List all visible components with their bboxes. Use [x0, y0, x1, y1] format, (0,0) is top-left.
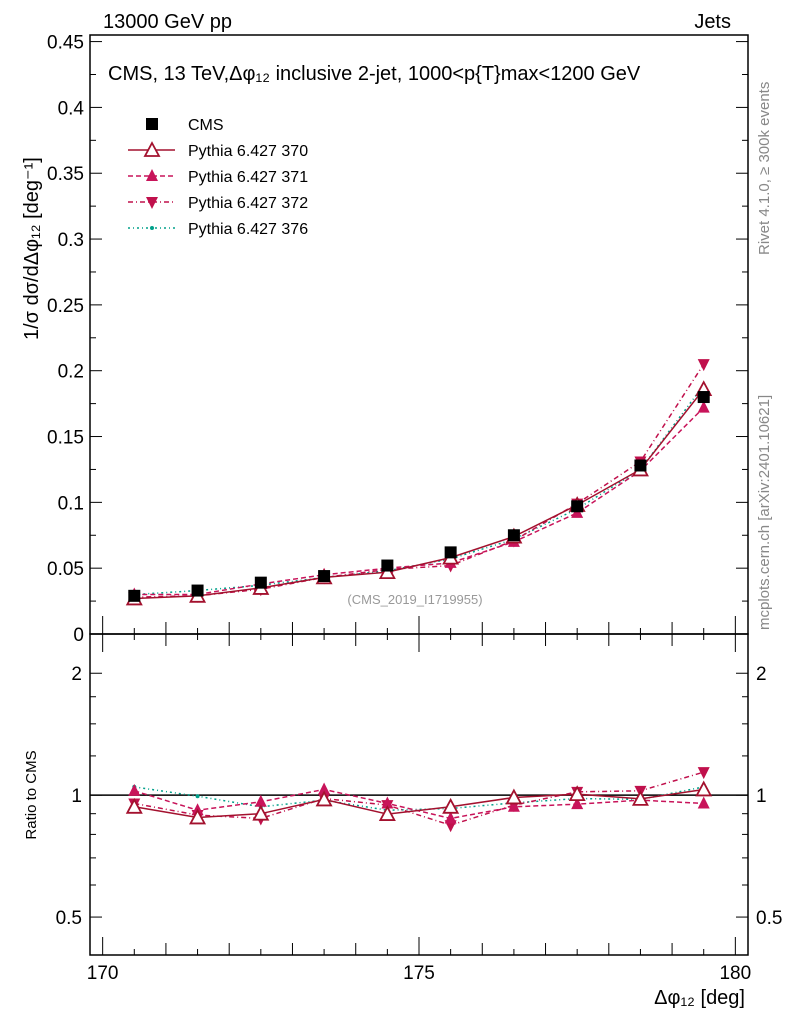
data-point-2 — [697, 400, 710, 413]
ratio-point-2 — [381, 796, 394, 809]
ratio-point-2 — [128, 783, 141, 796]
ratio-point-1 — [252, 804, 270, 821]
x-axis-label: Δφ₁₂ [deg] — [654, 987, 745, 1009]
ratio-point-1 — [568, 785, 586, 802]
ratio-point-1 — [189, 808, 207, 825]
legend-marker — [146, 169, 158, 181]
legend-marker — [150, 226, 154, 230]
ratio-point-2 — [318, 782, 331, 795]
ratio-point-2 — [571, 797, 584, 810]
legend-label: Pythia 6.427 371 — [188, 169, 308, 186]
ratio-point-1 — [125, 797, 143, 814]
ratio-point-2 — [254, 794, 267, 807]
y-tick-label: 0 — [73, 625, 84, 646]
header-left: 13000 GeV pp — [103, 11, 232, 33]
ratio-tick-label: 0.5 — [56, 908, 82, 929]
legend-marker — [143, 141, 161, 157]
y-tick-label: 0.3 — [58, 230, 84, 251]
ratio-tick-label: 1 — [71, 786, 82, 807]
data-point-0 — [571, 500, 584, 513]
legend-label: Pythia 6.427 370 — [188, 143, 308, 160]
ratio-line-2 — [134, 788, 704, 820]
ratio-point-4 — [195, 794, 200, 799]
data-point-0 — [697, 391, 710, 404]
legend-label: CMS — [188, 117, 224, 134]
y-tick-label: 0.15 — [47, 428, 84, 449]
ratio-point-1 — [695, 780, 713, 797]
ratio-axis-label: Ratio to CMS — [23, 750, 40, 839]
ratio-line-3 — [134, 771, 704, 826]
ratio-tick-label: 2 — [71, 664, 82, 685]
ratio-line-1 — [134, 788, 704, 819]
y-axis-label: 1/σ dσ/dΔφ₁₂ [deg⁻¹] — [21, 157, 43, 340]
ratio-point-2 — [507, 799, 520, 812]
ratio-point-1 — [315, 790, 333, 807]
series-line-2 — [134, 407, 705, 596]
legend-marker — [146, 197, 158, 209]
watermark: (CMS_2019_I1719955) — [347, 592, 482, 607]
series-line-4 — [134, 384, 705, 596]
ratio-point-1 — [505, 788, 523, 805]
chart-title: CMS, 13 TeV,Δφ₁₂ inclusive 2-jet, 1000<p… — [108, 63, 641, 85]
y-tick-label: 0.1 — [58, 493, 84, 514]
data-point-0 — [318, 570, 331, 583]
ratio-point-1 — [442, 797, 460, 814]
y-tick-label: 0.2 — [58, 362, 84, 383]
data-point-0 — [254, 576, 267, 589]
data-point-0 — [128, 589, 141, 602]
y-tick-label: 0.4 — [58, 98, 85, 119]
data-point-0 — [634, 459, 647, 472]
legend-label: Pythia 6.427 376 — [188, 221, 308, 238]
ratio-point-3 — [697, 767, 710, 780]
ratio-line-4 — [134, 786, 704, 811]
ratio-tick-label: 1 — [756, 786, 767, 807]
y-tick-label: 0.25 — [47, 296, 84, 317]
ratio-point-1 — [631, 789, 649, 806]
header-right: Jets — [694, 11, 731, 33]
ratio-point-1 — [378, 805, 396, 821]
data-point-0 — [381, 559, 394, 572]
ratio-tick-label: 0.5 — [756, 908, 782, 929]
series-line-3 — [134, 363, 705, 598]
data-point-0 — [507, 529, 520, 542]
x-tick-label: 180 — [719, 963, 751, 984]
legend-label: Pythia 6.427 372 — [188, 195, 308, 212]
y-tick-label: 0.45 — [47, 33, 84, 54]
mcplots-label: mcplots.cern.ch [arXiv:2401.10621] — [756, 395, 773, 630]
rivet-label: Rivet 4.1.0, ≥ 300k events — [756, 82, 773, 255]
legend-marker — [146, 118, 158, 130]
y-tick-label: 0.05 — [47, 559, 84, 580]
data-point-1 — [378, 563, 396, 580]
data-point-3 — [697, 359, 710, 372]
x-tick-label: 175 — [403, 963, 435, 984]
data-point-0 — [444, 546, 457, 559]
ratio-tick-label: 2 — [756, 664, 767, 685]
data-point-0 — [191, 584, 204, 597]
series-line-1 — [134, 388, 705, 600]
ratio-point-2 — [697, 796, 710, 809]
y-tick-label: 0.35 — [47, 164, 84, 185]
x-tick-label: 170 — [87, 963, 119, 984]
ratio-point-2 — [444, 811, 457, 824]
